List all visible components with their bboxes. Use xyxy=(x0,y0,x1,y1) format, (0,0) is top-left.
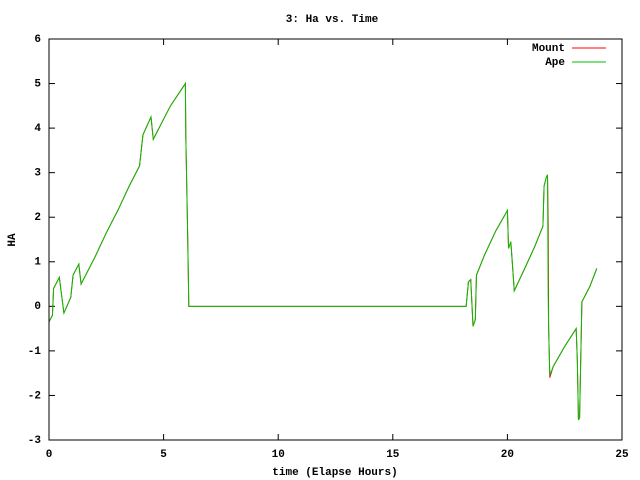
x-tick-label: 10 xyxy=(272,449,285,461)
x-tick-label: 5 xyxy=(160,449,167,461)
y-tick-label: 4 xyxy=(34,123,41,135)
plot-frame xyxy=(48,38,623,441)
chart-title: 3: Ha vs. Time xyxy=(286,14,379,26)
x-tick-label: 15 xyxy=(386,449,400,461)
y-tick-label: -3 xyxy=(28,435,42,447)
y-tick-label: -2 xyxy=(28,390,41,402)
y-tick-label: 2 xyxy=(34,212,41,224)
legend-label: Ape xyxy=(545,57,565,69)
legend-label: Mount xyxy=(532,43,565,55)
x-tick-label: 0 xyxy=(46,449,53,461)
y-tick-label: -1 xyxy=(28,346,42,358)
x-tick-label: 25 xyxy=(615,449,629,461)
y-tick-label: 0 xyxy=(34,301,41,313)
y-tick-label: 6 xyxy=(34,34,41,46)
y-tick-label: 5 xyxy=(34,78,41,90)
series-line xyxy=(48,81,598,421)
x-axis-label: time (Elapse Hours) xyxy=(272,467,397,479)
y-axis-label: HA xyxy=(7,233,19,247)
y-tick-label: 1 xyxy=(34,257,41,269)
y-tick-label: 3 xyxy=(34,168,41,180)
x-tick-label: 20 xyxy=(501,449,514,461)
